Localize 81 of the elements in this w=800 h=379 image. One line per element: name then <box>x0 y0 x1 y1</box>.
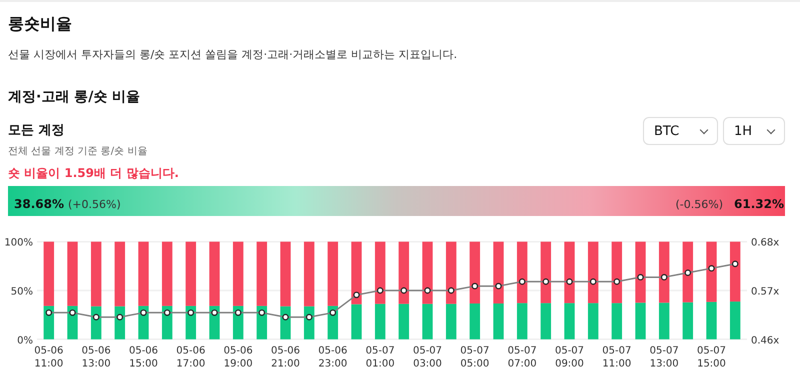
bar <box>280 242 291 306</box>
bar <box>374 304 386 340</box>
bar <box>516 303 528 340</box>
x-tick-label: 05-07 11:00 <box>602 345 632 370</box>
x-tick-label: 05-07 13:00 <box>650 345 679 370</box>
bar <box>706 242 717 302</box>
text: 전체 선물 계정 기준 롱/숏 비율 <box>8 145 148 158</box>
bar <box>398 242 410 304</box>
text: BTC <box>643 117 718 145</box>
bar <box>493 303 504 340</box>
bar <box>44 242 54 306</box>
text: 모든 계정 <box>8 122 65 139</box>
x-tick-label: 05-07 03:00 <box>412 345 442 370</box>
y2-tick-label: 0.57x <box>751 286 780 298</box>
bar <box>351 242 362 304</box>
bar <box>564 303 575 340</box>
x-tick-label: 05-07 01:00 <box>366 345 395 370</box>
bar <box>564 242 575 304</box>
bar <box>730 242 740 302</box>
x-tick-label: 05-06 17:00 <box>176 345 206 370</box>
bar <box>540 303 552 340</box>
bar <box>658 242 670 303</box>
bar <box>138 242 149 306</box>
bar <box>114 242 126 306</box>
text: 숏 비율이 1.59배 더 많습니다. <box>8 165 179 182</box>
bar <box>635 242 646 303</box>
bar <box>186 242 196 306</box>
bar <box>67 242 78 306</box>
x-tick-label: 05-07 15:00 <box>696 345 726 370</box>
text: 38.68% <box>14 197 64 211</box>
bar <box>730 302 740 340</box>
bar <box>588 303 598 340</box>
bar <box>635 302 646 340</box>
bar <box>304 242 314 306</box>
bar <box>446 242 456 304</box>
bar <box>422 304 433 340</box>
x-tick-label: 05-06 11:00 <box>34 345 64 370</box>
bar <box>351 304 362 340</box>
x-tick-label: 05-06 21:00 <box>270 345 300 370</box>
x-tick-label: 05-07 09:00 <box>554 345 584 370</box>
chart-title: 롱숏비율 <box>8 14 72 35</box>
bar <box>162 242 172 306</box>
x-tick-label: 05-07 05:00 <box>460 345 490 370</box>
text: 계정·고래 롱/숏 비율 <box>8 88 140 106</box>
bar <box>209 242 220 306</box>
bar <box>682 242 694 302</box>
bar <box>256 242 268 306</box>
x-tick-label: 05-06 19:00 <box>224 345 253 370</box>
bar <box>493 242 504 304</box>
bar <box>232 242 244 306</box>
bar <box>328 242 338 306</box>
bar <box>540 242 552 304</box>
bar <box>422 242 433 304</box>
bar <box>470 242 480 304</box>
chart-subtitle: 선물 시장에서 투자자들의 롱/숏 포지션 쏠림을 계정·고래·거래소별로 비교하는 지표입니다. <box>8 47 458 62</box>
x-tick-label: 05-07 07:00 <box>508 345 537 370</box>
text: 61.32% <box>734 197 784 211</box>
x-tick-label: 05-06 15:00 <box>128 345 158 370</box>
bar <box>516 242 528 304</box>
bar <box>706 302 717 340</box>
bar <box>612 303 622 340</box>
y-tick-label: 50% <box>10 286 33 298</box>
x-tick-label: 05-06 13:00 <box>82 345 111 370</box>
bar <box>470 303 480 340</box>
bar <box>446 304 456 340</box>
bar <box>588 242 598 304</box>
x-tick-label: 05-06 23:00 <box>318 345 348 370</box>
bar <box>398 304 410 340</box>
y2-tick-label: 0.68x <box>751 238 780 249</box>
y-tick-label: 0% <box>17 335 33 346</box>
bar <box>682 302 694 340</box>
text: (-0.56%) <box>676 198 723 211</box>
bar <box>612 242 622 304</box>
text: 1H <box>723 117 785 145</box>
bar <box>374 242 386 304</box>
bar <box>90 242 102 306</box>
bar <box>658 302 670 340</box>
text: (+0.56%) <box>68 198 121 211</box>
y-tick-label: 100% <box>4 238 33 249</box>
y2-tick-label: 0.46x <box>751 335 780 346</box>
bar <box>44 306 54 340</box>
